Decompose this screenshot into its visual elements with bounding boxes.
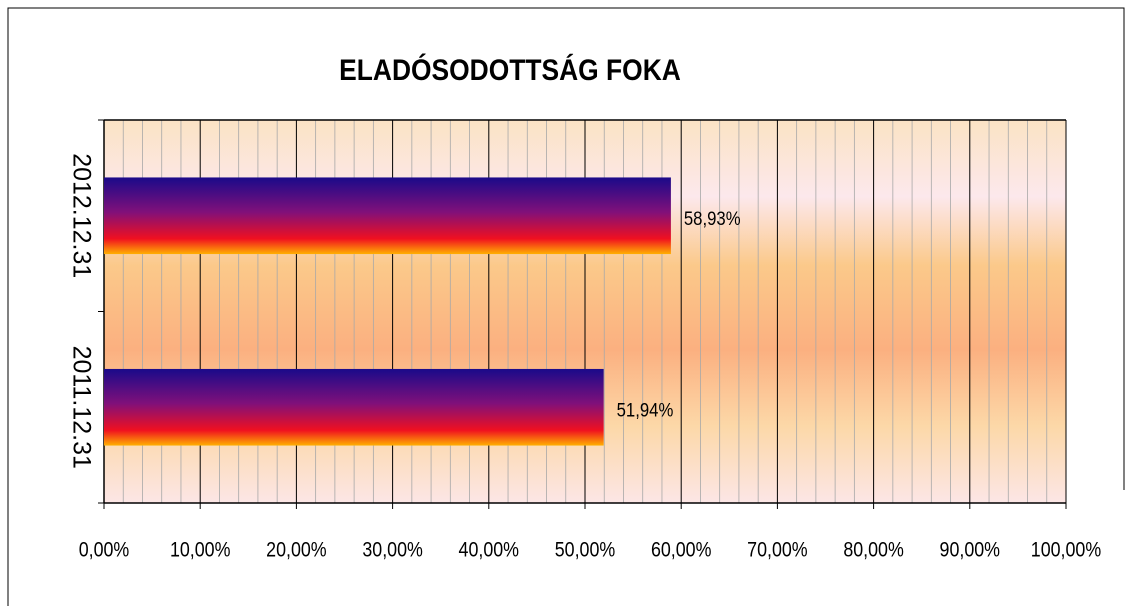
x-tick-label: 60,00% bbox=[651, 538, 711, 562]
bar bbox=[104, 368, 604, 446]
y-tick-label: 2012.12.31 bbox=[67, 153, 95, 278]
x-tick-label: 90,00% bbox=[940, 538, 1000, 562]
marks bbox=[104, 177, 671, 446]
y-tick-label: 2011.12.31 bbox=[67, 346, 95, 469]
x-tick-label: 100,00% bbox=[1031, 538, 1101, 562]
value-label: 58,93% bbox=[684, 208, 741, 229]
x-tick-label: 30,00% bbox=[362, 538, 422, 562]
value-label: 51,94% bbox=[617, 399, 674, 420]
frame bbox=[7, 7, 1125, 606]
x-tick-label: 0,00% bbox=[79, 538, 130, 562]
x-tick-label: 10,00% bbox=[170, 538, 230, 562]
x-tick-label: 40,00% bbox=[459, 538, 519, 562]
chart-title: ELADÓSODOTTSÁG FOKA bbox=[339, 52, 681, 86]
x-tick-label: 20,00% bbox=[266, 538, 326, 562]
x-tick-label: 50,00% bbox=[555, 538, 615, 562]
x-tick-label: 80,00% bbox=[843, 538, 903, 562]
x-tick-label: 70,00% bbox=[747, 538, 807, 562]
bar bbox=[104, 177, 671, 255]
